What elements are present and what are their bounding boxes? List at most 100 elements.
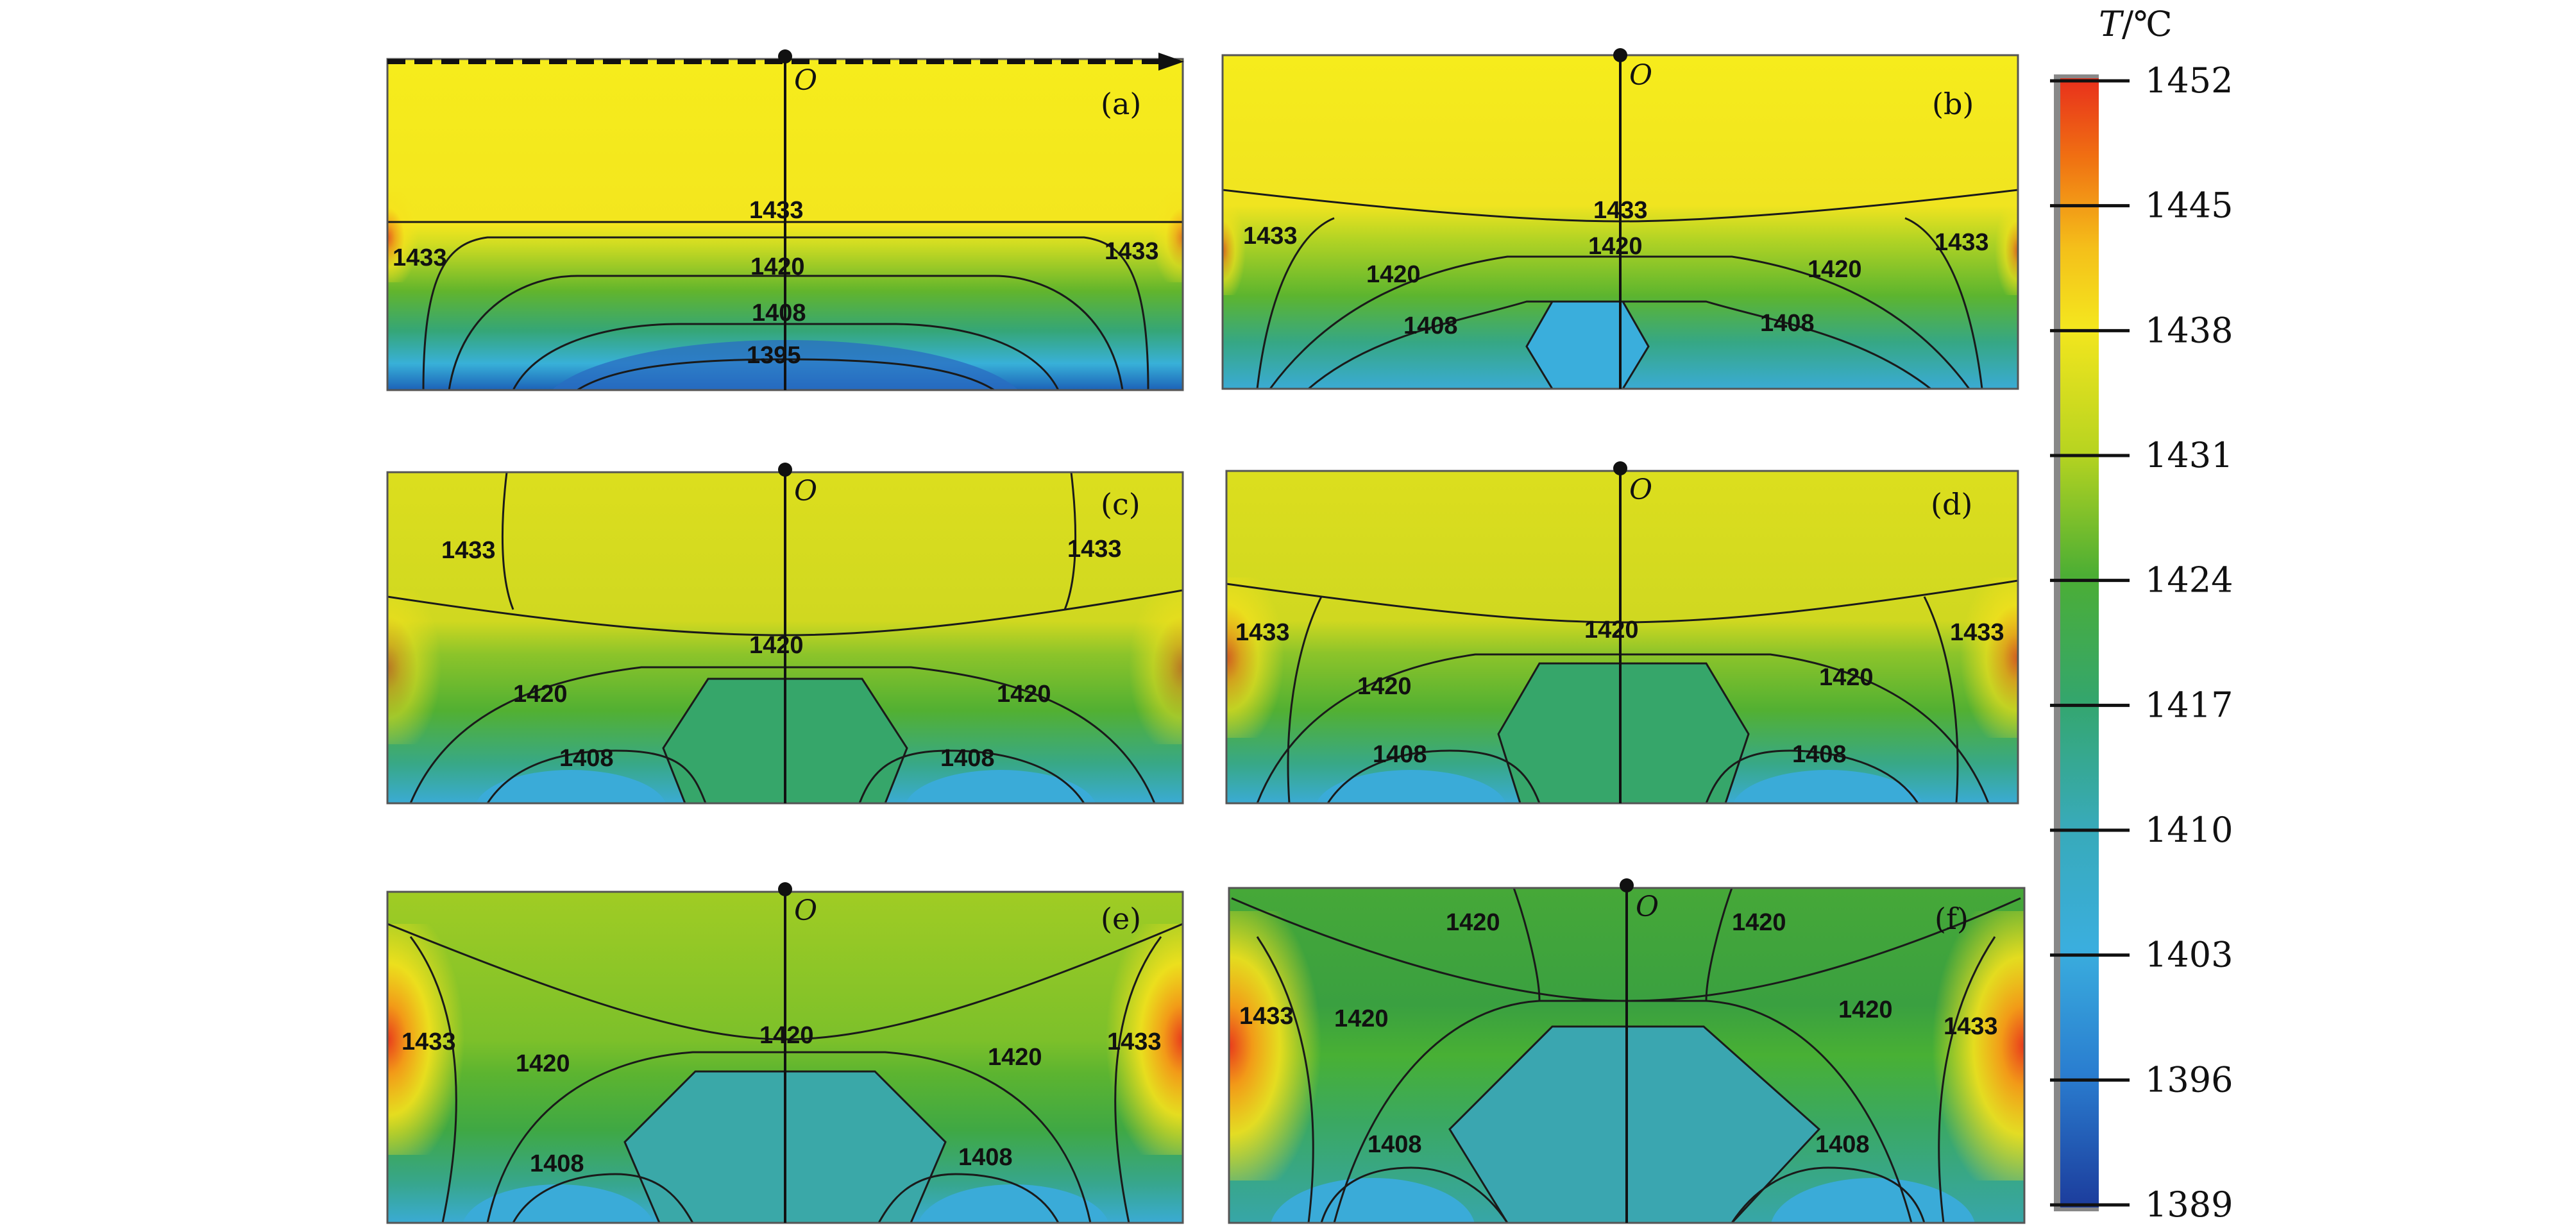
panel-b-contour-left (1256, 217, 1335, 389)
panel-c-contour-label: 1420 (997, 681, 1051, 708)
panel-b-label: (b) (1932, 87, 1974, 121)
panel-c-cold-right (905, 770, 1096, 803)
panel-b-contour-label: 1408 (1760, 310, 1815, 337)
panel-a-hot-left (387, 192, 439, 282)
colorbar-tick-label: 1403 (2145, 935, 2233, 975)
colorbar-tick-label: 1431 (2145, 435, 2233, 475)
panel-f-contour-left (1256, 936, 1314, 1223)
panel-f-hot-left (1229, 911, 1383, 1181)
panel-c-contour-1408-left (486, 749, 707, 803)
panel-c-contour-label: 1433 (441, 537, 496, 564)
panel-c-contour-left (501, 472, 514, 610)
panel-c-contour-label: 1408 (559, 745, 614, 772)
panel-e-contour-right (1114, 936, 1162, 1223)
panel-f-label: (f) (1935, 901, 1969, 936)
panel-e-contour-label: 1420 (988, 1044, 1042, 1071)
colorbar-tick-label: 1452 (2145, 60, 2233, 101)
panel-b-contour-label: 1433 (1593, 197, 1648, 224)
panel-d-contour-left (1287, 596, 1323, 803)
panel-d-center-hexagon (1498, 663, 1749, 803)
panel-f-contour-1420 (1333, 1000, 1913, 1223)
panel-f-contour-label: 1433 (1944, 1013, 1998, 1040)
panel-e-hot-right (1055, 924, 1183, 1155)
panel-e-contour-1420 (486, 1051, 1092, 1223)
panel-d-cold-left (1316, 770, 1507, 803)
panel-e-label: (e) (1101, 901, 1141, 936)
panel-f-contour-label: 1433 (1239, 1003, 1294, 1030)
panel-e-contour-label: 1433 (402, 1028, 456, 1055)
panel-e-origin-label: O (794, 894, 817, 927)
panel-b-contour-label: 1433 (1935, 229, 1989, 256)
panel-b-hex-outline (1525, 300, 1650, 389)
panel-c-hot-left (387, 590, 477, 744)
panel-d-contour-label: 1433 (1950, 619, 2004, 646)
colorbar-tick-label: 1396 (2145, 1059, 2233, 1100)
panel-d-origin-label: O (1629, 473, 1652, 506)
panel-e-contour-1408-left (512, 1173, 694, 1223)
panel-a-contour-label: 1395 (747, 342, 801, 369)
panel-b-contour-label: 1420 (1588, 233, 1643, 260)
panel-c-origin-dot (778, 463, 792, 477)
panel-c-hex-outline (662, 678, 908, 803)
colorbar-ticks: 1452 1445 1438 1431 1424 1417 1410 1403 1396 1389 (2050, 60, 2233, 1225)
panel-f-contour-1408-right (1731, 1166, 1926, 1223)
panel-c-contour-1408-right (858, 749, 1085, 803)
colorbar: T/℃ 1452 1445 1438 1431 1424 1417 1410 1403 1396… (2050, 4, 2233, 1225)
panel-a-contour-label: 1420 (750, 253, 805, 280)
panel-b-cold-hexagon (1527, 302, 1648, 389)
panel-e-contour-label: 1420 (516, 1050, 570, 1077)
panel-c-origin-label: O (794, 475, 817, 507)
panel-b-contour-label: 1433 (1243, 223, 1298, 250)
panel-f-contour-upper-left (1513, 888, 1541, 1002)
colorbar-tick-label: 1417 (2145, 685, 2233, 725)
panel-c-contour-label: 1433 (1067, 536, 1122, 563)
panel-c-contour-1420 (409, 666, 1156, 803)
panel-f-contour-label: 1420 (1732, 909, 1786, 936)
panel-f-center-hexagon (1450, 1027, 1819, 1223)
panel-f-contour-right (1938, 936, 1996, 1223)
panel-a-contour-label: 1433 (1105, 238, 1159, 265)
panel-a-origin-dot (778, 49, 792, 64)
panel-f-contour-label: 1408 (1368, 1131, 1422, 1158)
panel-b-contour-right (1904, 217, 1983, 389)
panel-c-hot-right (1093, 590, 1183, 744)
panel-d-hot-left (1226, 577, 1323, 738)
panel-e-contour-left (409, 936, 457, 1223)
panel-e-contour-label: 1408 (530, 1150, 584, 1177)
panel-a-hot-right (1131, 192, 1183, 282)
panel-b-hot-right (1979, 205, 2018, 295)
panel-f-contour-label: 1420 (1334, 1005, 1389, 1032)
panel-f-contour-label: 1420 (1446, 909, 1500, 936)
panel-e-cold-left (462, 1184, 654, 1223)
panel-e-contour-label: 1433 (1107, 1028, 1162, 1055)
colorbar-tick-label: 1410 (2145, 810, 2233, 850)
panel-a-contour-label: 1433 (393, 244, 447, 271)
panel-f-cold-left (1271, 1178, 1475, 1223)
panel-b-origin-label: O (1629, 59, 1652, 92)
panel-d-contour-1408-left (1326, 749, 1541, 803)
panel-d (1226, 471, 2018, 803)
panel-d-contour-right (1923, 596, 1959, 803)
panel-b-hot-left (1223, 205, 1261, 295)
colorbar-tick-label: 1438 (2145, 310, 2233, 350)
panel-b-contour-label: 1408 (1403, 312, 1458, 339)
panel-e-contour-label: 1408 (958, 1144, 1013, 1171)
panel-d-hot-right (1922, 577, 2018, 738)
panel-d-contour-label: 1420 (1819, 664, 1874, 691)
panel-a-contour-label: 1433 (749, 197, 804, 224)
panel-d-contour-label: 1433 (1235, 619, 1290, 646)
panel-f-hot-right (1870, 911, 2024, 1181)
panel-d-origin-dot (1613, 461, 1627, 475)
panel-e-contour-1408-right (877, 1173, 1060, 1223)
panel-d-label: (d) (1931, 487, 1972, 522)
colorbar-gradient (2060, 78, 2099, 1207)
panel-e-contour-label: 1420 (759, 1022, 814, 1049)
panel-a-origin-label: O (794, 64, 817, 97)
panel-d-contour-label: 1408 (1792, 741, 1847, 768)
panel-f-contour-label: 1408 (1815, 1131, 1870, 1158)
panel-e-cold-right (918, 1184, 1109, 1223)
panel-f-cold-right (1771, 1178, 1975, 1223)
panel-c-contour-label: 1420 (513, 681, 568, 708)
colorbar-tick-label: 1389 (2145, 1184, 2233, 1225)
panel-f-origin-dot (1620, 878, 1634, 892)
